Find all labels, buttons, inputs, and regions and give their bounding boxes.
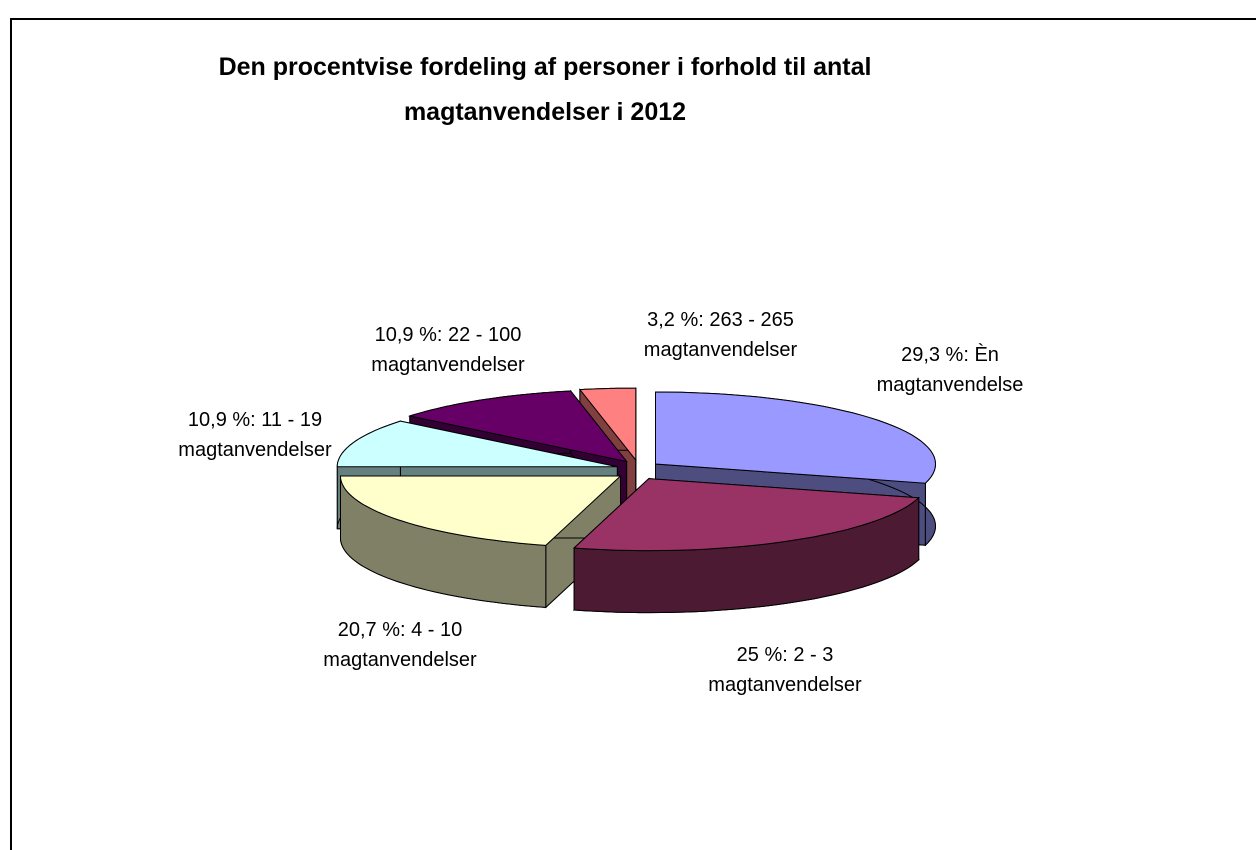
data-label: 10,9 %: 22 - 100 magtanvendelser xyxy=(371,324,525,376)
slice xyxy=(336,420,618,468)
page: Den procentvise fordeling af personer i … xyxy=(10,18,1256,850)
slice xyxy=(407,390,628,463)
data-label: 29,3 %: Èn magtanvendelse xyxy=(876,344,1024,396)
slice xyxy=(578,387,637,462)
slice xyxy=(339,475,622,546)
data-label: 20,7 %: 4 - 10 magtanvendelser xyxy=(323,619,477,671)
data-label: 25 %: 2 - 3 magtanvendelser xyxy=(708,644,862,696)
slice xyxy=(572,478,920,552)
chart-frame xyxy=(10,18,1256,850)
slice xyxy=(655,391,937,484)
chart xyxy=(336,387,937,614)
data-label: 3,2 %: 263 - 265 magtanvendelser xyxy=(643,309,798,361)
chart-title: Den procentvise fordeling af personer i … xyxy=(218,53,872,126)
data-label: 10,9 %: 11 - 19 magtanvendelser xyxy=(178,409,332,461)
